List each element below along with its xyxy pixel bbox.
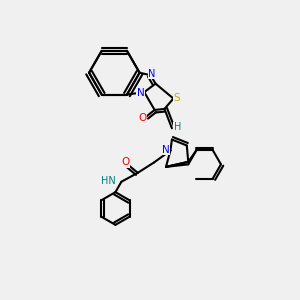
Text: HN: HN xyxy=(101,176,116,186)
Text: S: S xyxy=(174,93,180,103)
Text: N: N xyxy=(148,69,156,79)
Text: O: O xyxy=(138,113,146,123)
Text: H: H xyxy=(174,122,181,132)
Text: N: N xyxy=(137,88,145,98)
Text: N: N xyxy=(162,145,170,154)
Text: O: O xyxy=(122,158,130,167)
